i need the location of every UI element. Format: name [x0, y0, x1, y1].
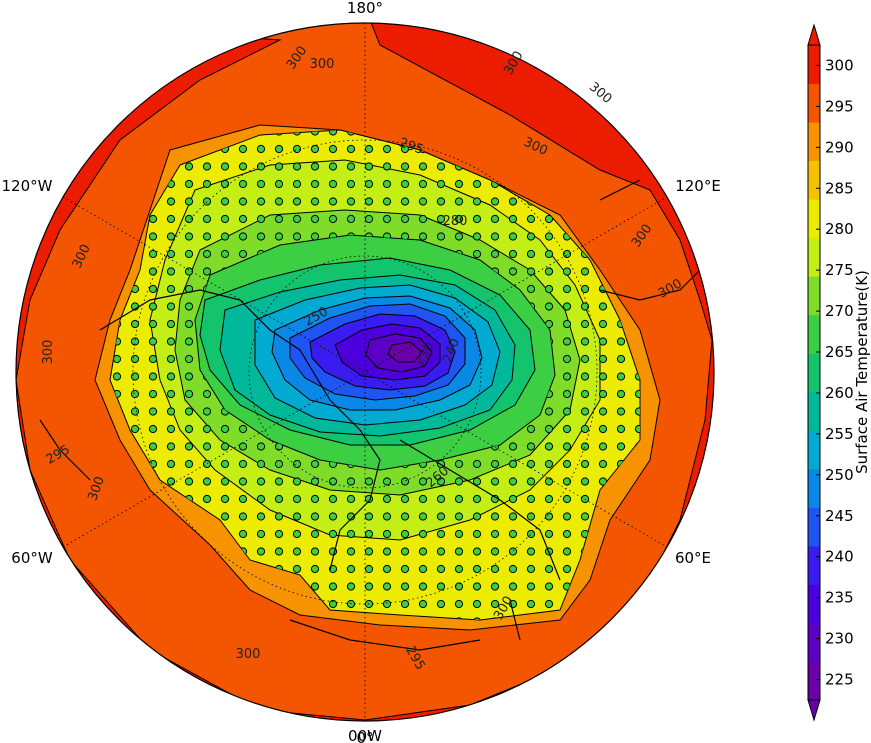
colorbar-tick-label: 275 — [825, 261, 854, 279]
colorbar-segment — [808, 83, 820, 123]
colorbar-segment — [808, 122, 820, 162]
colorbar-tick-label: 235 — [825, 589, 854, 607]
colorbar-tick-label: 300 — [825, 56, 854, 74]
map-disc — [16, 23, 714, 721]
meridian-label-120e: 120°E — [675, 177, 721, 195]
contour-label: 280 — [443, 214, 468, 229]
colorbar-segment — [808, 584, 820, 624]
colorbar-segment — [808, 353, 820, 393]
contour-label: 300 — [586, 80, 615, 107]
contour-label: 300 — [310, 57, 335, 72]
colorbar-tick-label: 230 — [825, 630, 854, 648]
contour-label: 300 — [236, 647, 261, 662]
colorbar-extend-max — [807, 23, 821, 46]
bottom-overlap-label: 00W — [348, 727, 382, 743]
colorbar-tick-label: 255 — [825, 425, 854, 443]
colorbar-tick-label: 270 — [825, 302, 854, 320]
meridian-label-0: 0° — [356, 729, 373, 743]
meridian-label-60w: 60°W — [11, 549, 53, 567]
colorbar-tick-label: 260 — [825, 384, 854, 402]
colorbar-tick-label: 265 — [825, 343, 854, 361]
colorbar-segment — [808, 545, 820, 585]
colorbar-segment — [808, 622, 820, 662]
map-boundary — [15, 22, 715, 722]
coastlines — [39, 179, 701, 651]
meridian-label-120w: 120°W — [2, 177, 53, 195]
colorbar-segment — [808, 45, 820, 85]
colorbar-segment — [808, 199, 820, 239]
colorbar-tick-label: 290 — [825, 138, 854, 156]
graticule — [62, 23, 668, 721]
colorbar-segment — [808, 276, 820, 316]
meridian-label-180: 180° — [347, 0, 383, 17]
colorbar-segment — [808, 661, 820, 701]
colorbar-segment — [808, 237, 820, 277]
colorbar-segment — [808, 430, 820, 470]
colorbar-segment — [808, 468, 820, 508]
colorbar-tick-label: 285 — [825, 179, 854, 197]
colorbar-segment — [808, 507, 820, 547]
stipple-region — [110, 130, 640, 620]
colorbar: 225 230 235 240 245 250 255 260 265 270 275 280 285 2… — [807, 23, 854, 722]
colorbar-tick-label: 240 — [825, 548, 854, 566]
colorbar-outline — [807, 44, 821, 701]
colorbar-label: Surface Air Temperature(K) — [853, 270, 871, 474]
colorbar-tick-label: 295 — [825, 97, 854, 115]
band-225 — [387, 341, 423, 363]
colorbar-tick-label: 225 — [825, 671, 854, 689]
meridian-label-60e: 60°E — [675, 549, 711, 567]
colorbar-segment — [808, 391, 820, 431]
colorbar-segment — [808, 314, 820, 354]
colorbar-tick-label: 250 — [825, 466, 854, 484]
contour-label: 300 — [41, 340, 56, 365]
colorbar-tick-label: 280 — [825, 220, 854, 238]
colorbar-segment — [808, 160, 820, 200]
colorbar-extend-min — [807, 699, 821, 722]
colorbar-tick-label: 245 — [825, 507, 854, 525]
